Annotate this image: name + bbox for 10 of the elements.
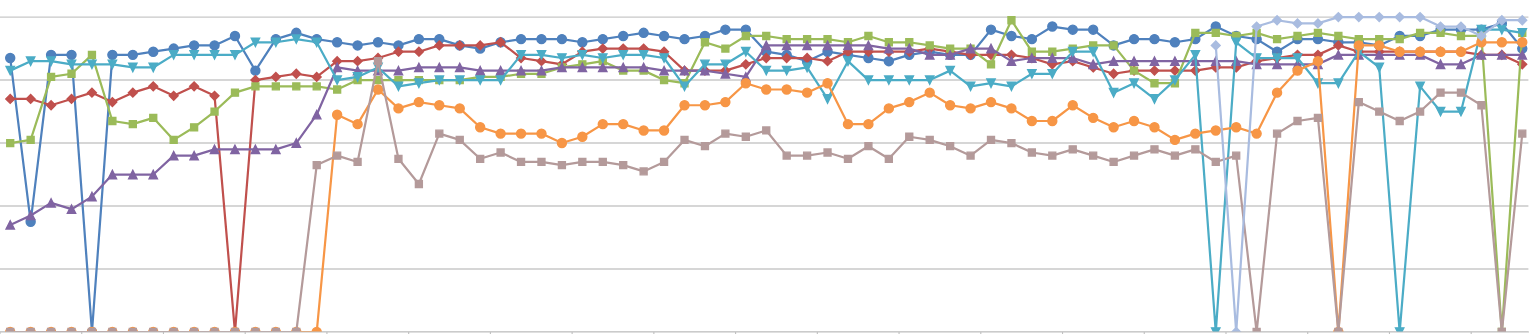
point: [1251, 21, 1262, 32]
point: [1353, 11, 1364, 23]
point: [1374, 11, 1385, 23]
point: [1292, 18, 1303, 29]
point: [1333, 11, 1344, 23]
point: [1394, 11, 1405, 23]
point: [1517, 15, 1528, 26]
point: [1210, 40, 1221, 51]
point: [1312, 18, 1324, 29]
point: [1271, 15, 1283, 26]
